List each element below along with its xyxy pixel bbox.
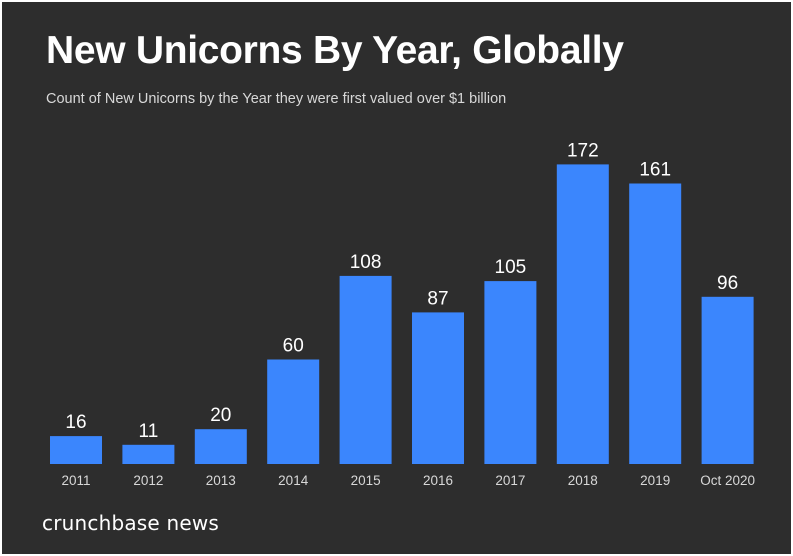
data-label-2013: 20 [210, 405, 231, 426]
data-label-2014: 60 [283, 336, 304, 357]
bar-2015 [339, 275, 392, 464]
bar-2016 [412, 312, 464, 464]
x-tick-label-2016: 2016 [423, 473, 453, 488]
bar-2011 [50, 436, 102, 464]
data-label-2012: 11 [139, 421, 159, 442]
bar-2014 [267, 359, 320, 464]
data-label-oct-2020: 96 [717, 273, 738, 294]
bar-2017 [484, 281, 537, 464]
bar-2013 [194, 429, 247, 464]
bar-2018 [556, 164, 609, 464]
x-tick-label-2019: 2019 [640, 473, 670, 488]
x-tick-label-oct-2020: Oct 2020 [700, 473, 755, 488]
bar-2019 [629, 183, 682, 464]
data-label-2016: 87 [427, 288, 448, 309]
data-label-2018: 172 [567, 140, 599, 161]
x-tick-label-2017: 2017 [495, 473, 525, 488]
x-tick-label-2012: 2012 [133, 473, 163, 488]
data-label-2019: 161 [639, 160, 671, 181]
bar-chart: 16 2011 11 2012 20 2013 60 2014 108 2015 87 2016 105… [50, 140, 755, 488]
bar-2012 [122, 444, 175, 464]
data-label-2015: 108 [350, 252, 382, 273]
x-tick-label-2014: 2014 [278, 473, 309, 488]
data-label-2017: 105 [495, 257, 527, 278]
x-tick-label-2013: 2013 [206, 473, 236, 488]
chart-subtitle: Count of New Unicorns by the Year they w… [46, 91, 507, 107]
x-tick-label-2011: 2011 [61, 473, 90, 488]
x-tick-label-2018: 2018 [568, 473, 598, 488]
x-tick-label-2015: 2015 [351, 473, 381, 488]
chart-title: New Unicorns By Year, Globally [46, 29, 624, 72]
data-label-2011: 16 [65, 412, 86, 433]
brand-logo-text: crunchbase news [42, 511, 220, 535]
bar-oct-2020 [701, 296, 754, 464]
